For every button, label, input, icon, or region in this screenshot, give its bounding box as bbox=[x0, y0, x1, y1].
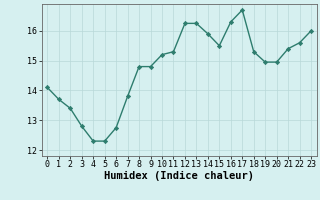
X-axis label: Humidex (Indice chaleur): Humidex (Indice chaleur) bbox=[104, 171, 254, 181]
